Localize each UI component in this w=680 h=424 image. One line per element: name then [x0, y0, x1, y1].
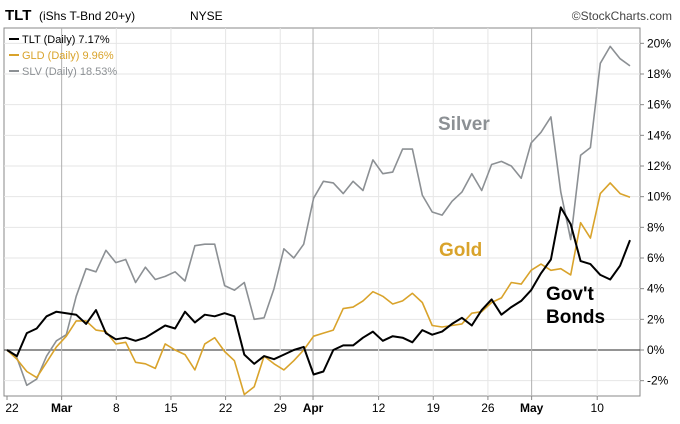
- x-tick-label: May: [520, 401, 544, 415]
- legend-slv: SLV (Daily) 18.53%: [22, 66, 117, 78]
- gridlines: [4, 28, 640, 396]
- annotation-gold: Gold: [439, 240, 482, 261]
- x-tick-label: 22: [5, 401, 19, 415]
- x-tick-label: 29: [274, 401, 288, 415]
- y-tick-label: -2%: [647, 374, 669, 388]
- chart-exchange: NYSE: [190, 9, 223, 23]
- y-axis: -2% 0% 2% 4% 6% 8% 10% 12% 14% 16% 18% 20%: [640, 36, 671, 388]
- y-tick-label: 8%: [647, 220, 665, 234]
- y-tick-label: 6%: [647, 251, 665, 265]
- annotation-silver: Silver: [438, 114, 490, 135]
- x-tick-label: 10: [591, 401, 605, 415]
- series-line-gld: [6, 182, 631, 396]
- x-tick-label: Apr: [303, 401, 324, 415]
- chart-symbol: TLT: [5, 7, 31, 24]
- legend-gld: GLD (Daily) 9.96%: [22, 50, 114, 62]
- x-axis: 22 Mar 8 15 22 29 Apr 12 19 26 May 10: [5, 396, 604, 415]
- series-line-tlt: [6, 206, 631, 376]
- x-tick-label: 19: [427, 401, 441, 415]
- series-lines: [6, 45, 631, 396]
- x-tick-label: Mar: [51, 401, 73, 415]
- plot-area: [3, 27, 641, 397]
- x-tick-label: 15: [164, 401, 178, 415]
- x-tick-label: 8: [113, 401, 120, 415]
- annotation-bonds: Gov't Bonds: [546, 284, 605, 328]
- x-tick-label: 26: [481, 401, 495, 415]
- y-tick-label: 18%: [647, 67, 671, 81]
- y-tick-label: 16%: [647, 98, 671, 112]
- y-tick-label: 4%: [647, 282, 665, 296]
- y-tick-label: 12%: [647, 159, 671, 173]
- y-tick-label: 14%: [647, 128, 671, 142]
- x-tick-label: 22: [219, 401, 233, 415]
- legend: TLT (Daily) 7.17% GLD (Daily) 9.96% SLV …: [9, 34, 117, 78]
- x-tick-label: 12: [372, 401, 386, 415]
- y-tick-label: 10%: [647, 190, 671, 204]
- stockcharts-brand: ©StockCharts.com: [572, 9, 672, 23]
- y-tick-label: 0%: [647, 343, 665, 357]
- legend-tlt: TLT (Daily) 7.17%: [22, 34, 110, 46]
- y-tick-label: 2%: [647, 312, 665, 326]
- series-line-slv: [6, 45, 631, 387]
- chart-description: (iShs T-Bnd 20+y): [39, 9, 135, 23]
- y-tick-label: 20%: [647, 36, 671, 50]
